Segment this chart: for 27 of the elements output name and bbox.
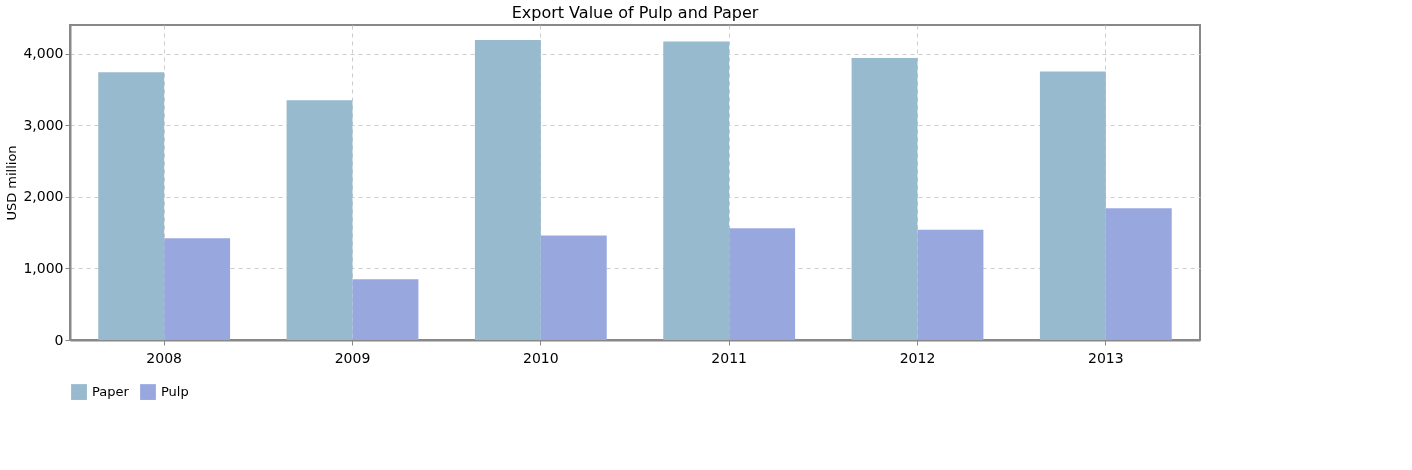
bar — [164, 238, 231, 340]
x-tick-label: 2010 — [523, 349, 559, 366]
bar — [98, 72, 165, 340]
bar — [663, 41, 730, 340]
bar — [1039, 71, 1106, 340]
bar — [851, 57, 918, 340]
x-tick-label: 2013 — [1088, 349, 1124, 366]
bar — [1105, 208, 1172, 340]
legend-label: Paper — [92, 384, 130, 400]
x-tick-label: 2009 — [334, 349, 371, 366]
x-tick-label: 2011 — [711, 349, 747, 366]
y-tick-label: 2,000 — [23, 188, 64, 205]
y-tick-label: 4,000 — [23, 45, 64, 62]
chart-title: Export Value of Pulp and Paper — [511, 3, 759, 22]
x-tick-label: 2008 — [146, 349, 182, 366]
bar — [729, 228, 796, 340]
bar — [352, 279, 419, 340]
y-tick-label: 3,000 — [23, 116, 64, 133]
bar — [917, 229, 984, 340]
bar — [540, 235, 607, 340]
y-tick-label: 0 — [54, 331, 64, 348]
x-tick-label: 2012 — [899, 349, 936, 366]
legend-label: Pulp — [161, 384, 189, 400]
y-axis-title: USD million — [4, 145, 20, 221]
bar — [286, 100, 353, 340]
bar — [474, 40, 541, 340]
y-tick-label: 1,000 — [23, 259, 64, 276]
